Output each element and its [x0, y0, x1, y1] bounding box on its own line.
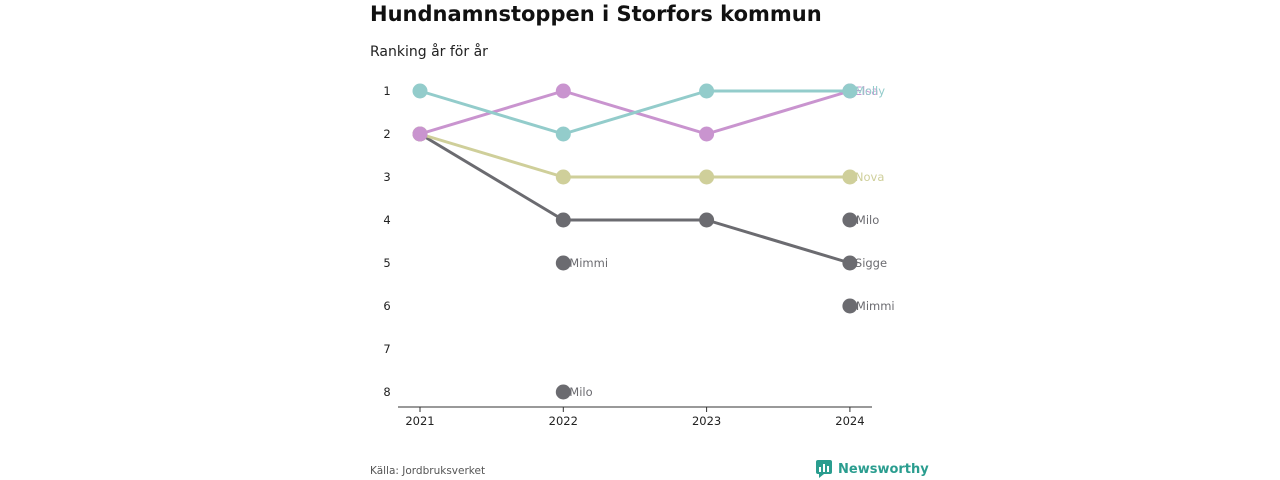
data-point-extra: [842, 298, 858, 314]
y-tick-label: 2: [383, 127, 390, 141]
series-end-label: Nova: [855, 170, 885, 184]
data-point-elsa: [699, 126, 715, 142]
x-tick-label: 2022: [549, 414, 578, 428]
chart-title: Hundnamnstoppen i Storfors kommun: [370, 2, 822, 26]
point-label: Mimmi: [569, 256, 608, 270]
y-axis: 1 2 3 4 5 6 7 8: [383, 84, 390, 399]
point-label: Mimmi: [856, 299, 895, 313]
data-point-nova: [699, 169, 715, 185]
y-tick-label: 8: [383, 385, 390, 399]
data-point-molly: [555, 126, 571, 142]
data-point-elsa: [555, 83, 571, 99]
data-point-milo: [699, 212, 715, 228]
data-point-molly: [412, 83, 428, 99]
y-tick-label: 3: [383, 170, 390, 184]
data-point-milo: [842, 255, 858, 271]
y-tick-label: 4: [383, 213, 390, 227]
data-point-extra: [555, 384, 571, 400]
series-end-label: Sigge: [855, 256, 887, 270]
y-tick-label: 7: [383, 342, 390, 356]
brand-logo: Newsworthy: [816, 460, 929, 478]
series-line-nova: [419, 132, 850, 179]
series-end-label: Molly: [855, 84, 885, 98]
x-tick-label: 2021: [405, 414, 434, 428]
point-label: Milo: [856, 213, 879, 227]
newsworthy-logo-icon: [816, 460, 832, 478]
data-point-milo: [555, 212, 571, 228]
data-point-molly: [842, 83, 858, 99]
series-lines: [419, 89, 851, 265]
source-note: Källa: Jordbruksverket: [370, 465, 486, 477]
data-point-elsa: [412, 126, 428, 142]
series-end-label: Elsa: [855, 84, 879, 98]
data-point-extra: [555, 255, 571, 271]
brand-name: Newsworthy: [838, 461, 929, 477]
data-point-nova: [842, 169, 858, 185]
y-tick-label: 5: [383, 256, 390, 270]
point-label: Milo: [569, 385, 592, 399]
data-point-molly: [699, 83, 715, 99]
data-point-extra: [842, 212, 858, 228]
y-tick-label: 6: [383, 299, 390, 313]
series-line-molly: [419, 89, 850, 136]
x-axis: 2021 2022 2023 2024: [398, 406, 872, 428]
x-tick-label: 2024: [835, 414, 864, 428]
x-tick-label: 2023: [692, 414, 721, 428]
data-point-nova: [555, 169, 571, 185]
y-tick-label: 1: [383, 84, 390, 98]
series-points: [412, 83, 858, 400]
chart-subtitle: Ranking år för år: [370, 44, 488, 60]
series-line-milo: [419, 132, 851, 265]
